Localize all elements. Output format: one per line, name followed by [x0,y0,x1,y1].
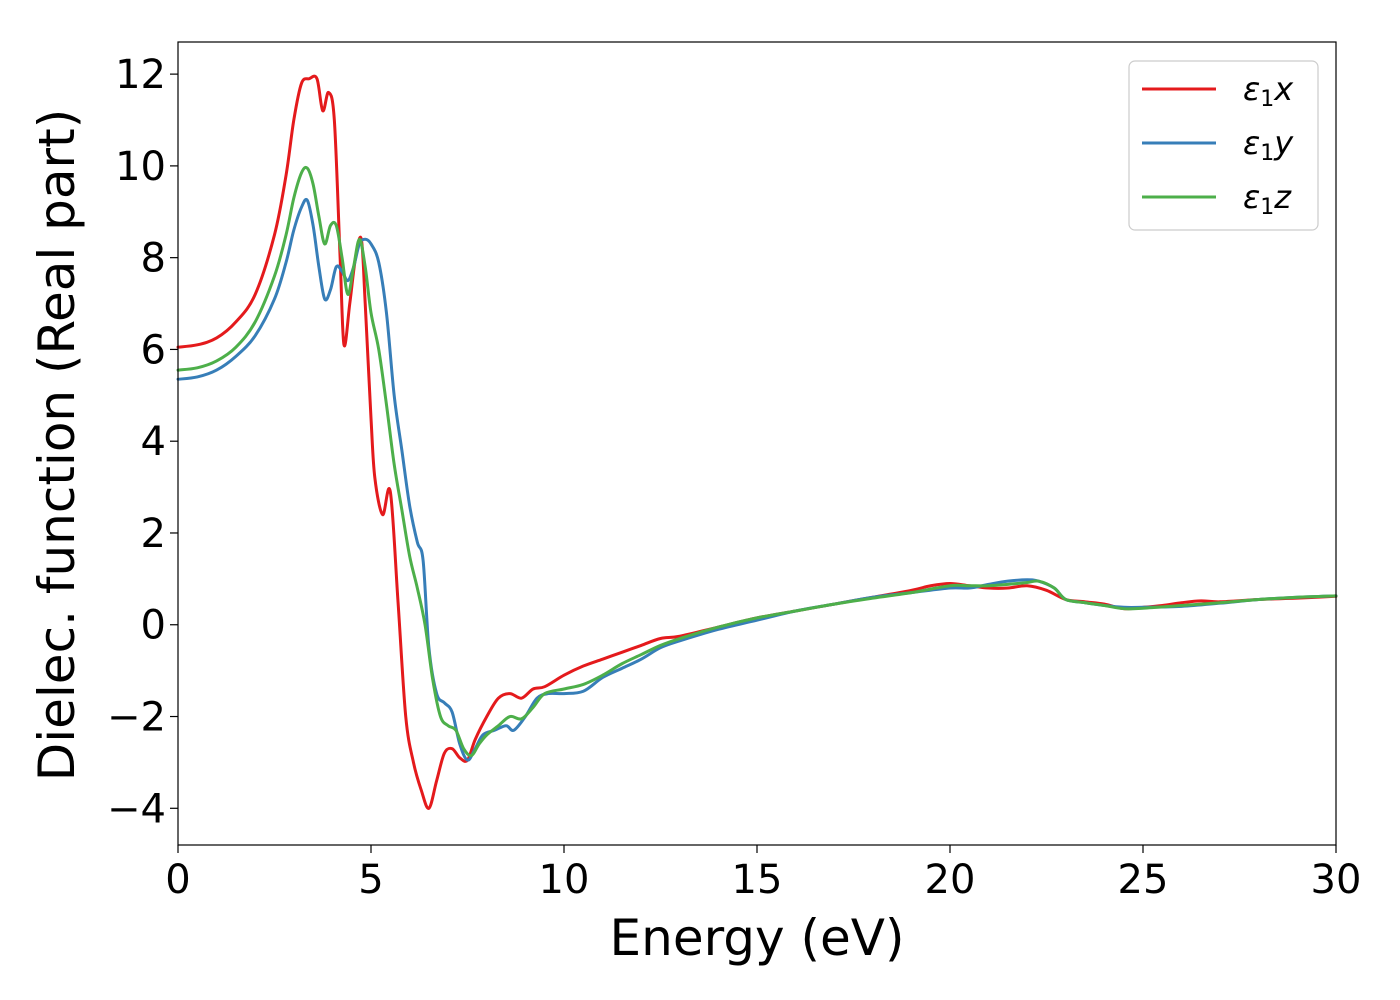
x-tick-label: 20 [925,857,976,903]
series-lines [176,74,1338,810]
y-tick-label: −2 [107,695,166,741]
x-axis-label: Energy (eV) [610,909,905,967]
x-tick-label: 0 [165,857,190,903]
x-axis-ticks: 0 5 10 15 20 25 30 [165,845,1361,903]
y-tick-label: 4 [141,419,166,465]
y-axis-ticks: −4 −2 0 2 4 6 8 10 12 [107,52,178,832]
legend-label-y: ε1y [1243,124,1294,166]
y-tick-label: −4 [107,786,166,832]
legend-box [1128,60,1319,231]
x-tick-label: 25 [1118,857,1169,903]
x-tick-label: 10 [539,857,590,903]
y-axis-label: Dielec. function (Real part) [28,109,86,781]
x-tick-label: 30 [1311,857,1362,903]
legend-label-x: ε1x [1243,70,1294,112]
x-tick-label: 15 [732,857,783,903]
legend: ε1x ε1y ε1z [1128,60,1319,231]
series-line-z [176,165,1338,758]
legend-label-z: ε1z [1243,178,1292,220]
y-tick-label: 8 [141,236,166,282]
y-tick-label: 6 [141,327,166,373]
y-tick-label: 12 [115,52,166,98]
x-tick-label: 5 [358,857,383,903]
series-line-y [176,197,1338,762]
y-tick-label: 10 [115,144,166,190]
y-tick-label: 2 [141,511,166,557]
series-line-x [176,74,1338,810]
y-tick-label: 0 [141,603,166,649]
